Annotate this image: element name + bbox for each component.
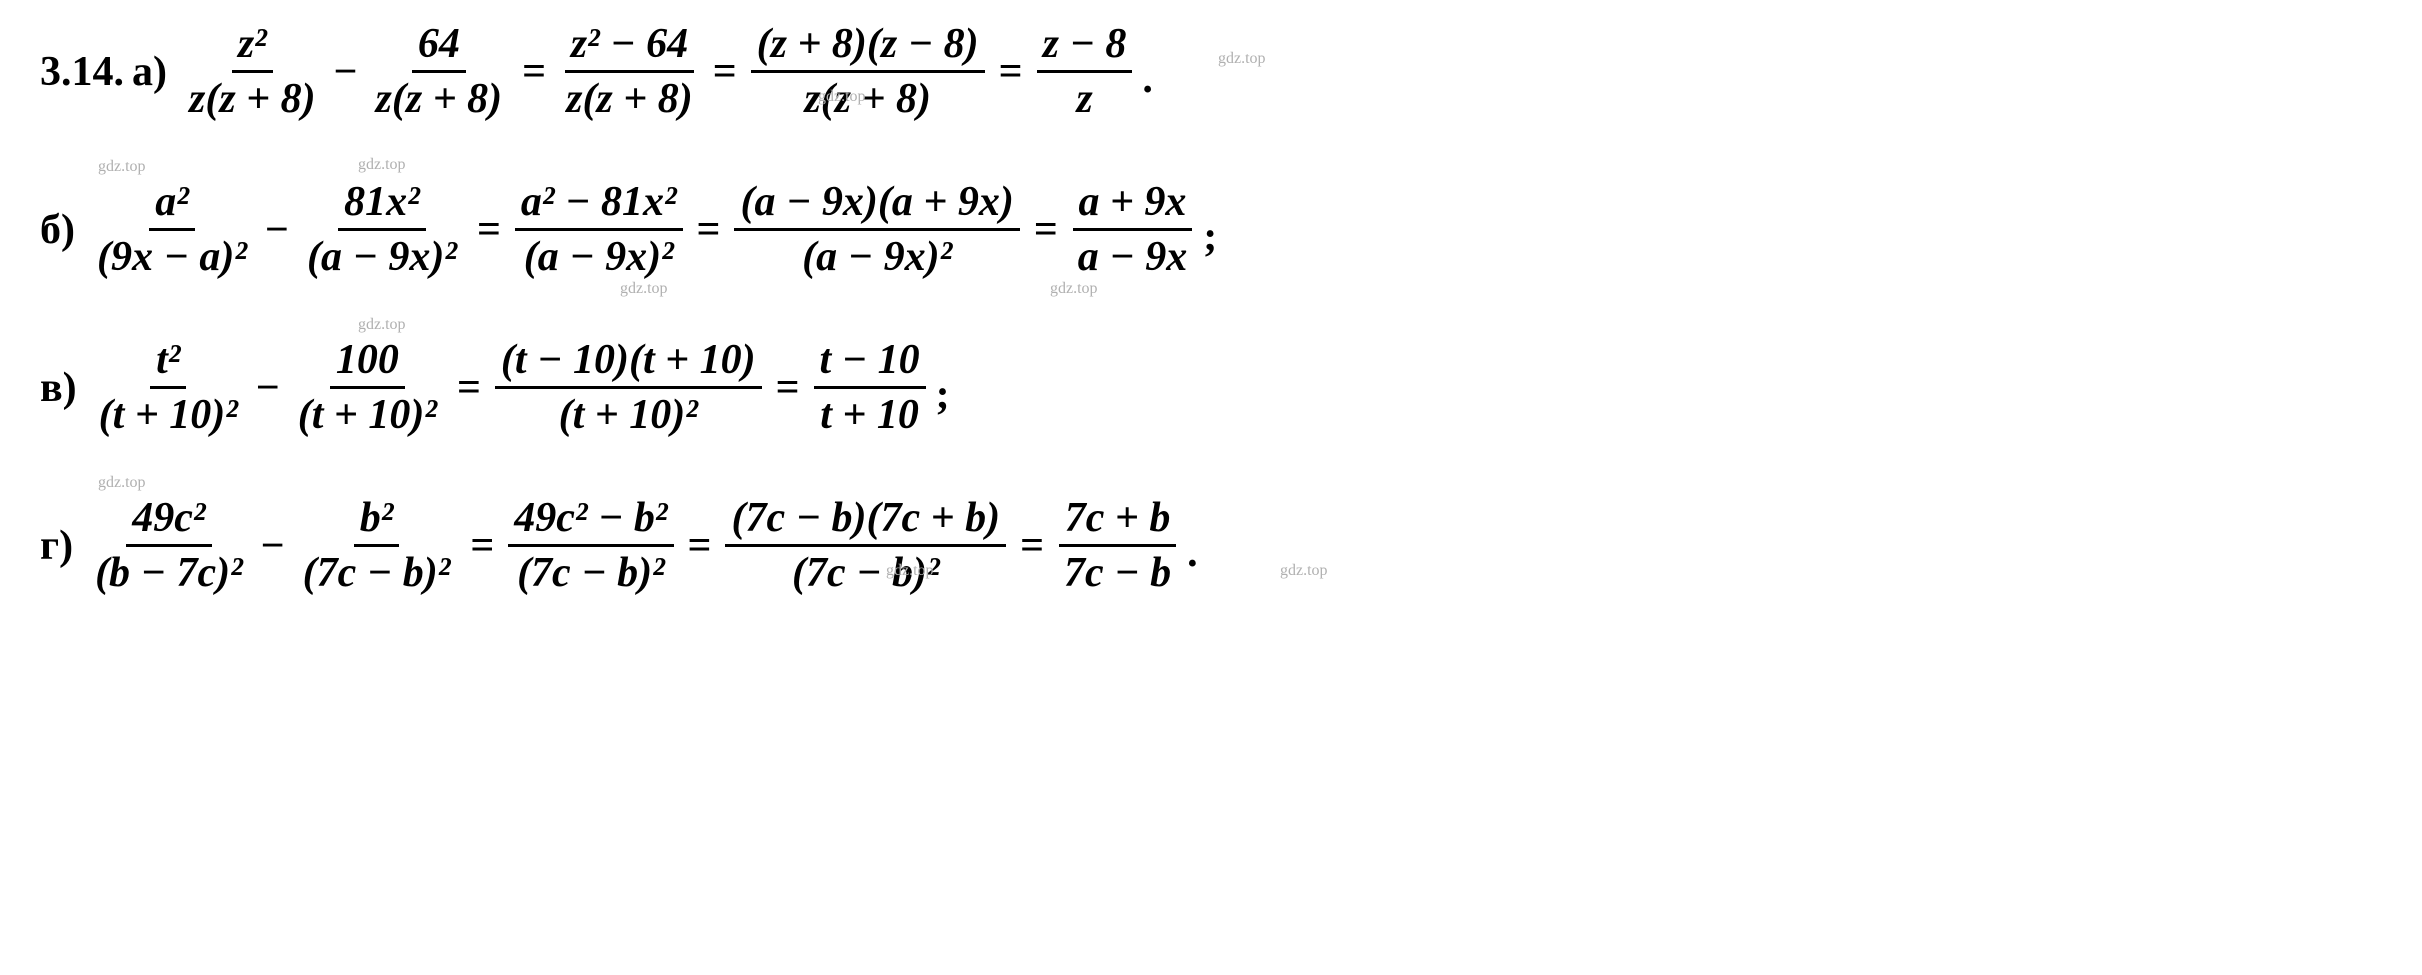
frac-d-4: (7c − b)(7c + b) (7c − b)² bbox=[725, 494, 1006, 597]
eq-b-2: = bbox=[697, 206, 721, 254]
eq-b-1: = bbox=[477, 206, 501, 254]
part-d-label: г) bbox=[40, 522, 73, 570]
frac-c-3-num: (t − 10)(t + 10) bbox=[495, 336, 762, 389]
watermark-d-3: gdz.top bbox=[1280, 562, 1328, 580]
watermark-b-1: gdz.top bbox=[98, 158, 146, 176]
frac-a-3: z² − 64 z(z + 8) bbox=[560, 20, 699, 123]
eq-c-1: = bbox=[457, 364, 481, 412]
frac-a-1-den: z(z + 8) bbox=[183, 73, 322, 123]
frac-c-3: (t − 10)(t + 10) (t + 10)² bbox=[495, 336, 762, 439]
frac-c-2-num: 100 bbox=[330, 336, 405, 389]
frac-a-1: z² z(z + 8) bbox=[183, 20, 322, 123]
frac-b-1-den: (9x − a)² bbox=[91, 231, 253, 281]
frac-c-4-den: t + 10 bbox=[814, 389, 925, 439]
frac-d-5-num: 7c + b bbox=[1059, 494, 1177, 547]
frac-d-3-den: (7c − b)² bbox=[511, 547, 671, 597]
watermark-b-4: gdz.top bbox=[1050, 280, 1098, 298]
frac-b-1-num: a² bbox=[149, 178, 195, 231]
frac-b-4: (a − 9x)(a + 9x) (a − 9x)² bbox=[734, 178, 1019, 281]
frac-c-1-den: (t + 10)² bbox=[93, 389, 244, 439]
watermark-b-2: gdz.top bbox=[358, 156, 406, 174]
frac-d-5: 7c + b 7c − b bbox=[1058, 494, 1177, 597]
watermark-b-3: gdz.top bbox=[620, 280, 668, 298]
frac-b-4-num: (a − 9x)(a + 9x) bbox=[734, 178, 1019, 231]
frac-d-5-den: 7c − b bbox=[1058, 547, 1177, 597]
frac-b-5: a + 9x a − 9x bbox=[1072, 178, 1193, 281]
watermark-a-2: gdz.top bbox=[1218, 50, 1266, 68]
punct-b: ; bbox=[1203, 213, 1217, 261]
frac-b-3: a² − 81x² (a − 9x)² bbox=[515, 178, 683, 281]
punct-c: ; bbox=[936, 371, 950, 419]
row-c: в) t² (t + 10)² − 100 (t + 10)² = (t − 1… bbox=[40, 336, 2382, 439]
frac-a-5-den: z bbox=[1070, 73, 1098, 123]
minus-b-1: − bbox=[265, 206, 289, 254]
frac-b-2: 81x² (a − 9x)² bbox=[301, 178, 463, 281]
row-d: г) 49c² (b − 7c)² − b² (7c − b)² = 49c² … bbox=[40, 494, 2382, 597]
frac-c-1-num: t² bbox=[150, 336, 186, 389]
frac-b-2-den: (a − 9x)² bbox=[301, 231, 463, 281]
frac-c-2-den: (t + 10)² bbox=[292, 389, 443, 439]
problem-number: 3.14. bbox=[40, 48, 124, 96]
frac-a-4-num: (z + 8)(z − 8) bbox=[751, 20, 985, 73]
frac-d-3: 49c² − b² (7c − b)² bbox=[508, 494, 673, 597]
watermark-d-2: gdz.top bbox=[886, 562, 934, 580]
part-a-label: а) bbox=[132, 48, 167, 96]
punct-d: . bbox=[1187, 529, 1198, 577]
frac-a-4: (z + 8)(z − 8) z(z + 8) bbox=[751, 20, 985, 123]
frac-d-2: b² (7c − b)² bbox=[297, 494, 457, 597]
frac-b-5-num: a + 9x bbox=[1073, 178, 1193, 231]
frac-d-1: 49c² (b − 7c)² bbox=[89, 494, 249, 597]
row-c-wrap: в) t² (t + 10)² − 100 (t + 10)² = (t − 1… bbox=[40, 336, 2382, 439]
frac-c-1: t² (t + 10)² bbox=[93, 336, 244, 439]
part-b-label: б) bbox=[40, 206, 75, 254]
frac-a-2: 64 z(z + 8) bbox=[370, 20, 509, 123]
frac-b-5-den: a − 9x bbox=[1072, 231, 1193, 281]
row-b: б) a² (9x − a)² − 81x² (a − 9x)² = a² − … bbox=[40, 178, 2382, 281]
watermark-d-1: gdz.top bbox=[98, 474, 146, 492]
minus-c-1: − bbox=[256, 364, 280, 412]
row-a-wrap: 3.14. а) z² z(z + 8) − 64 z(z + 8) = z² … bbox=[40, 20, 2382, 123]
watermark-a-1: gdz.top bbox=[818, 88, 866, 106]
eq-d-2: = bbox=[688, 522, 712, 570]
frac-d-2-num: b² bbox=[354, 494, 400, 547]
frac-b-4-den: (a − 9x)² bbox=[796, 231, 958, 281]
frac-d-3-num: 49c² − b² bbox=[508, 494, 673, 547]
eq-b-3: = bbox=[1034, 206, 1058, 254]
punct-a: . bbox=[1142, 55, 1153, 103]
frac-d-1-den: (b − 7c)² bbox=[89, 547, 249, 597]
frac-d-4-num: (7c − b)(7c + b) bbox=[725, 494, 1006, 547]
frac-b-3-num: a² − 81x² bbox=[515, 178, 683, 231]
frac-a-5-num: z − 8 bbox=[1037, 20, 1133, 73]
frac-c-2: 100 (t + 10)² bbox=[292, 336, 443, 439]
frac-d-2-den: (7c − b)² bbox=[297, 547, 457, 597]
frac-a-5: z − 8 z bbox=[1037, 20, 1133, 123]
eq-d-3: = bbox=[1020, 522, 1044, 570]
frac-a-1-num: z² bbox=[232, 20, 273, 73]
frac-a-2-den: z(z + 8) bbox=[370, 73, 509, 123]
frac-b-1: a² (9x − a)² bbox=[91, 178, 253, 281]
frac-d-1-num: 49c² bbox=[126, 494, 211, 547]
frac-a-2-num: 64 bbox=[412, 20, 466, 73]
frac-b-3-den: (a − 9x)² bbox=[518, 231, 680, 281]
minus-d-1: − bbox=[261, 522, 285, 570]
row-a: 3.14. а) z² z(z + 8) − 64 z(z + 8) = z² … bbox=[40, 20, 2382, 123]
minus-a-1: − bbox=[334, 48, 358, 96]
eq-a-3: = bbox=[999, 48, 1023, 96]
eq-c-2: = bbox=[776, 364, 800, 412]
watermark-c-1: gdz.top bbox=[358, 316, 406, 334]
eq-a-1: = bbox=[522, 48, 546, 96]
frac-b-2-num: 81x² bbox=[338, 178, 426, 231]
row-b-wrap: б) a² (9x − a)² − 81x² (a − 9x)² = a² − … bbox=[40, 178, 2382, 281]
frac-a-3-den: z(z + 8) bbox=[560, 73, 699, 123]
row-d-wrap: г) 49c² (b − 7c)² − b² (7c − b)² = 49c² … bbox=[40, 494, 2382, 597]
part-c-label: в) bbox=[40, 364, 77, 412]
frac-c-4: t − 10 t + 10 bbox=[814, 336, 926, 439]
frac-c-4-num: t − 10 bbox=[814, 336, 926, 389]
eq-a-2: = bbox=[713, 48, 737, 96]
frac-a-3-num: z² − 64 bbox=[565, 20, 694, 73]
frac-c-3-den: (t + 10)² bbox=[553, 389, 704, 439]
eq-d-1: = bbox=[470, 522, 494, 570]
